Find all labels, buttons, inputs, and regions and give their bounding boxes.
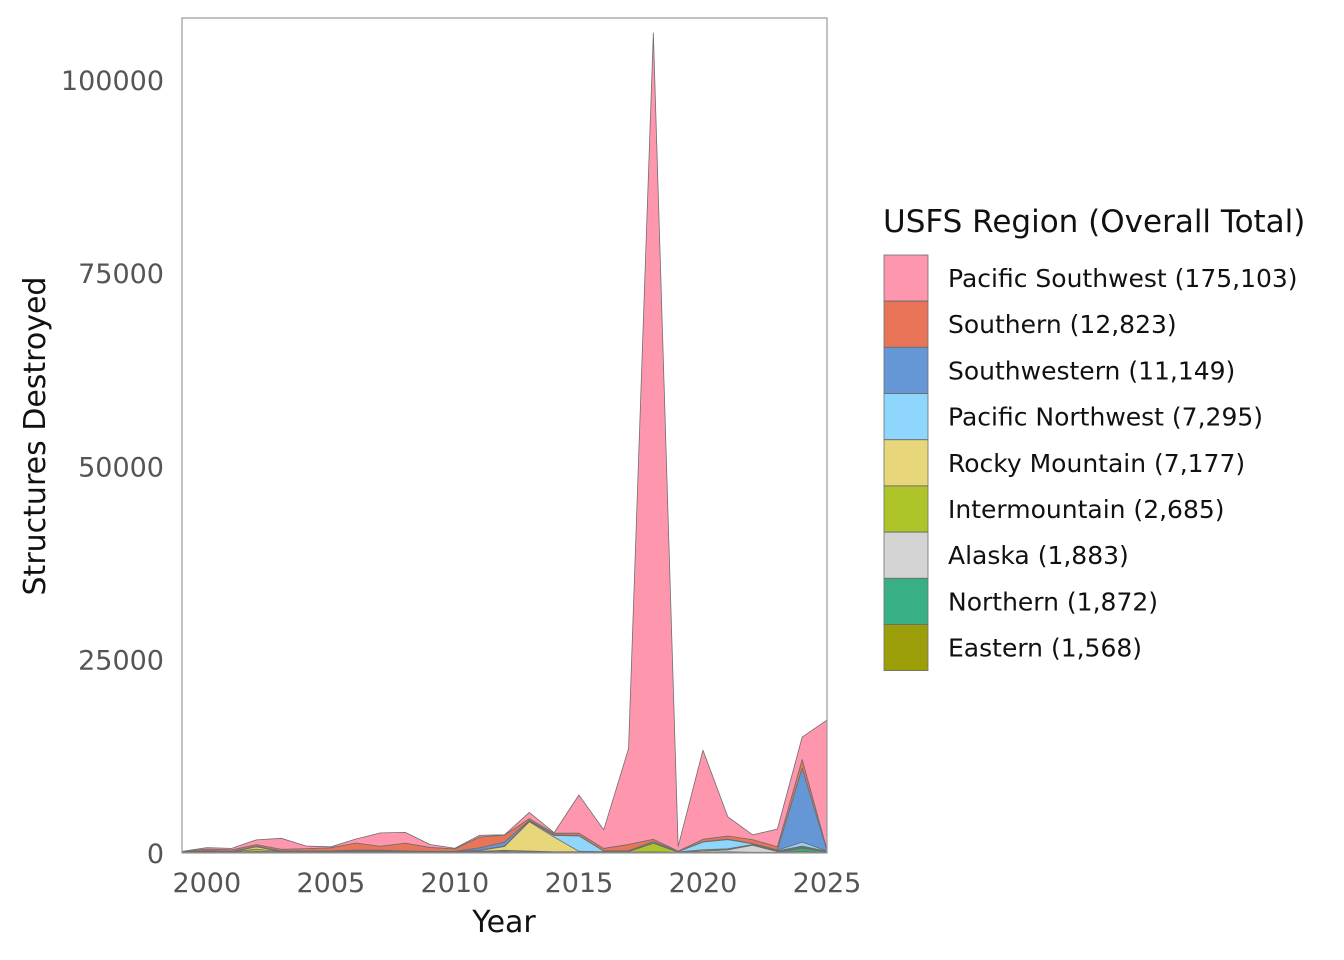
legend-swatch-rocky-mountain: [883, 439, 929, 487]
x-tick-label: 2010: [421, 868, 490, 899]
x-tick-label: 2025: [793, 868, 862, 899]
legend-label-southwestern: Southwestern (11,149): [948, 356, 1235, 385]
y-tick-label: 25000: [78, 646, 164, 677]
legend-swatch-southern: [883, 300, 929, 348]
legend-swatch-intermountain: [883, 485, 929, 533]
area-series-pacific-southwest: [181, 32, 828, 853]
y-axis-title: Structures Destroyed: [18, 277, 53, 596]
legend-label-alaska: Alaska (1,883): [948, 541, 1129, 570]
y-tick-label: 0: [147, 839, 164, 870]
x-axis-ticks: 2000 2005 2010 2015 2020 2025: [172, 868, 861, 899]
legend-swatch-alaska: [883, 531, 929, 579]
y-tick-label: 75000: [78, 259, 164, 290]
x-axis-title: Year: [471, 905, 536, 940]
y-axis-ticks: 0 25000 50000 75000 100000: [61, 66, 164, 870]
legend-title: USFS Region (Overall Total): [883, 204, 1305, 240]
x-tick-label: 2015: [545, 868, 614, 899]
legend: Pacific Southwest (175,103) Southern (12,…: [883, 254, 1298, 671]
legend-label-pacific-northwest: Pacific Northwest (7,295): [948, 403, 1263, 432]
legend-label-southern: Southern (12,823): [948, 310, 1177, 339]
legend-swatch-eastern: [883, 624, 929, 671]
x-tick-label: 2020: [669, 868, 738, 899]
legend-swatch-southwestern: [883, 346, 929, 394]
y-tick-label: 50000: [78, 452, 164, 483]
legend-label-rocky-mountain: Rocky Mountain (7,177): [948, 449, 1245, 478]
legend-swatch-pacific-southwest: [883, 254, 929, 302]
legend-swatch-pacific-northwest: [883, 393, 929, 441]
legend-label-eastern: Eastern (1,568): [948, 634, 1142, 663]
x-tick-label: 2005: [296, 868, 365, 899]
legend-swatch-northern: [883, 578, 929, 625]
plot-border: [181, 17, 828, 854]
area-layer: [181, 32, 828, 854]
legend-label-pacific-southwest: Pacific Southwest (175,103): [948, 264, 1298, 293]
y-tick-label: 100000: [61, 66, 164, 97]
x-tick-label: 2000: [172, 868, 241, 899]
legend-label-intermountain: Intermountain (2,685): [948, 495, 1225, 524]
legend-label-northern: Northern (1,872): [948, 587, 1158, 616]
